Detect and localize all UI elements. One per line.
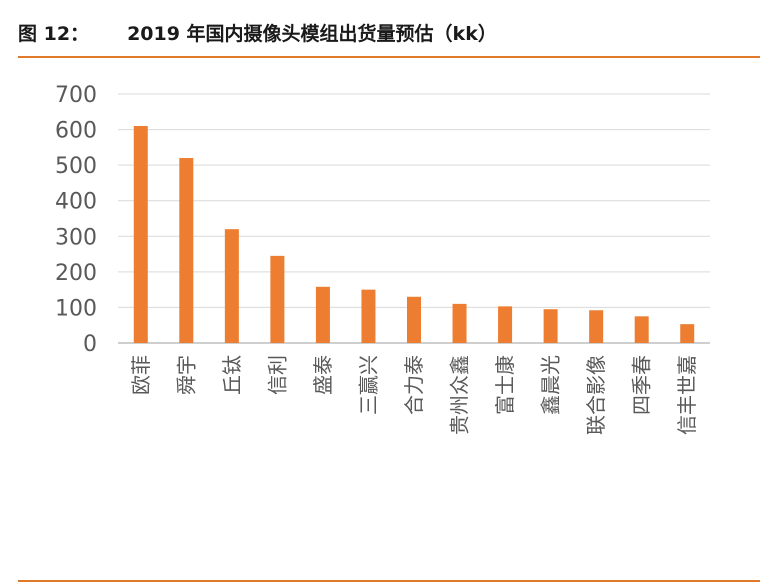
y-tick-label: 500 xyxy=(55,154,97,179)
bar xyxy=(589,310,604,343)
y-tick-label: 0 xyxy=(83,332,97,357)
x-category-label: 三赢兴 xyxy=(356,355,380,415)
x-category-label: 信丰世嘉 xyxy=(675,355,699,435)
bar xyxy=(634,316,649,343)
bar xyxy=(361,289,376,343)
bar xyxy=(270,255,285,343)
bar xyxy=(315,286,330,343)
bar xyxy=(680,324,695,343)
x-category-label: 贵州众鑫 xyxy=(448,355,472,435)
bar xyxy=(452,303,467,343)
bar xyxy=(224,229,239,343)
y-tick-label: 300 xyxy=(55,225,97,250)
x-category-label: 丘钛 xyxy=(220,355,244,395)
y-tick-label: 400 xyxy=(55,190,97,215)
y-axis-ticks: 0 100 200 300 400 500 600 700 xyxy=(55,83,97,357)
x-category-label: 盛泰 xyxy=(311,355,335,395)
figure-header: 图 12： 2019 年国内摄像头模组出货量预估（kk） xyxy=(18,14,497,50)
x-category-label: 联合影像 xyxy=(584,355,608,435)
bar xyxy=(179,158,194,343)
x-category-label: 合力泰 xyxy=(402,355,426,415)
bar xyxy=(407,296,421,343)
x-category-label: 四季春 xyxy=(630,355,654,415)
x-axis-labels: 欧菲 舜宇 丘钛 信利 盛泰 三赢兴 合力泰 贵州众鑫 富士康 鑫晨光 联合影像 四季春 信丰世嘉 xyxy=(129,355,699,435)
x-category-label: 欧菲 xyxy=(129,355,153,395)
y-tick-label: 600 xyxy=(55,119,97,144)
x-category-label: 舜宇 xyxy=(174,355,198,395)
x-category-label: 鑫晨光 xyxy=(539,355,563,415)
bar xyxy=(133,126,148,343)
x-category-label: 富士康 xyxy=(493,355,517,415)
y-tick-label: 100 xyxy=(55,296,97,321)
bars xyxy=(133,126,695,343)
y-tick-label: 200 xyxy=(55,261,97,286)
figure-number: 图 12： xyxy=(18,22,90,45)
top-divider xyxy=(18,56,760,58)
y-tick-label: 700 xyxy=(55,83,97,108)
bar xyxy=(543,309,558,343)
bar xyxy=(498,306,513,343)
bottom-divider xyxy=(18,580,760,582)
figure-title: 2019 年国内摄像头模组出货量预估（kk） xyxy=(127,22,497,45)
x-category-label: 信利 xyxy=(265,355,289,395)
